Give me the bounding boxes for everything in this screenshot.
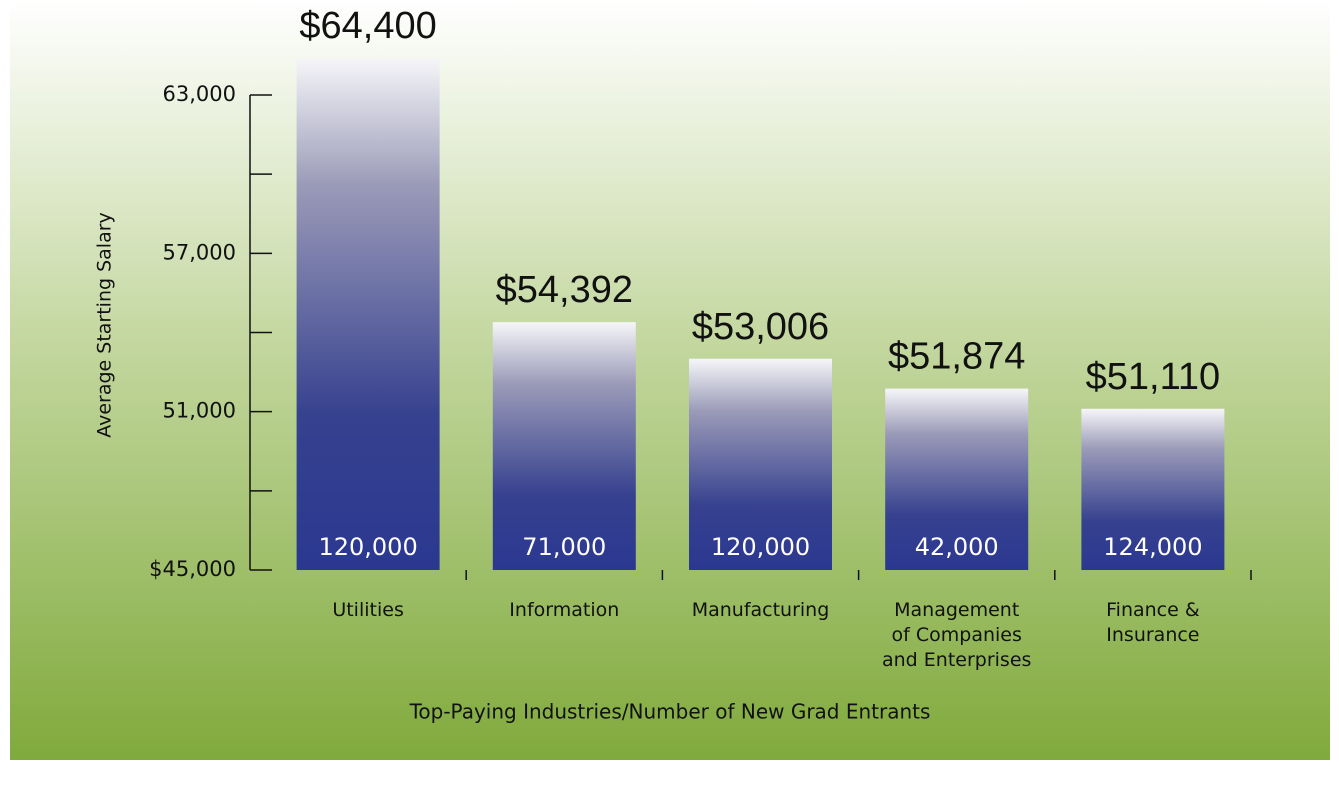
entrant-label: 124,000 — [1103, 533, 1202, 561]
bar — [689, 358, 832, 570]
x-tick-label: Utilities — [332, 599, 404, 621]
bar — [885, 388, 1029, 570]
x-tick-label: Management of Companies and Enterprises — [882, 599, 1031, 671]
x-tick-label: Finance & Insurance — [1106, 599, 1200, 646]
bar — [296, 58, 440, 571]
value-label: $51,110 — [1086, 356, 1221, 398]
x-tick-label: Information — [509, 599, 619, 621]
x-axis-label: Top-Paying Industries/Number of New Grad… — [409, 700, 931, 724]
x-tick-label: Manufacturing — [692, 599, 830, 621]
y-tick-label: 57,000 — [163, 240, 236, 264]
entrant-label: 120,000 — [711, 533, 810, 561]
background — [10, 0, 1330, 760]
bar — [1081, 408, 1225, 570]
y-axis-label: Average Starting Salary — [94, 212, 116, 438]
bar — [492, 322, 636, 570]
entrant-label: 120,000 — [318, 533, 417, 561]
value-label: $54,392 — [496, 269, 633, 311]
value-label: $53,006 — [692, 306, 829, 348]
value-label: $51,874 — [888, 336, 1025, 378]
y-tick-label: 51,000 — [163, 399, 236, 423]
y-tick-label: $45,000 — [149, 557, 236, 581]
y-tick-label: 63,000 — [163, 82, 236, 106]
entrant-label: 71,000 — [522, 533, 606, 561]
entrant-label: 42,000 — [915, 533, 999, 561]
value-label: $64,400 — [299, 5, 436, 47]
